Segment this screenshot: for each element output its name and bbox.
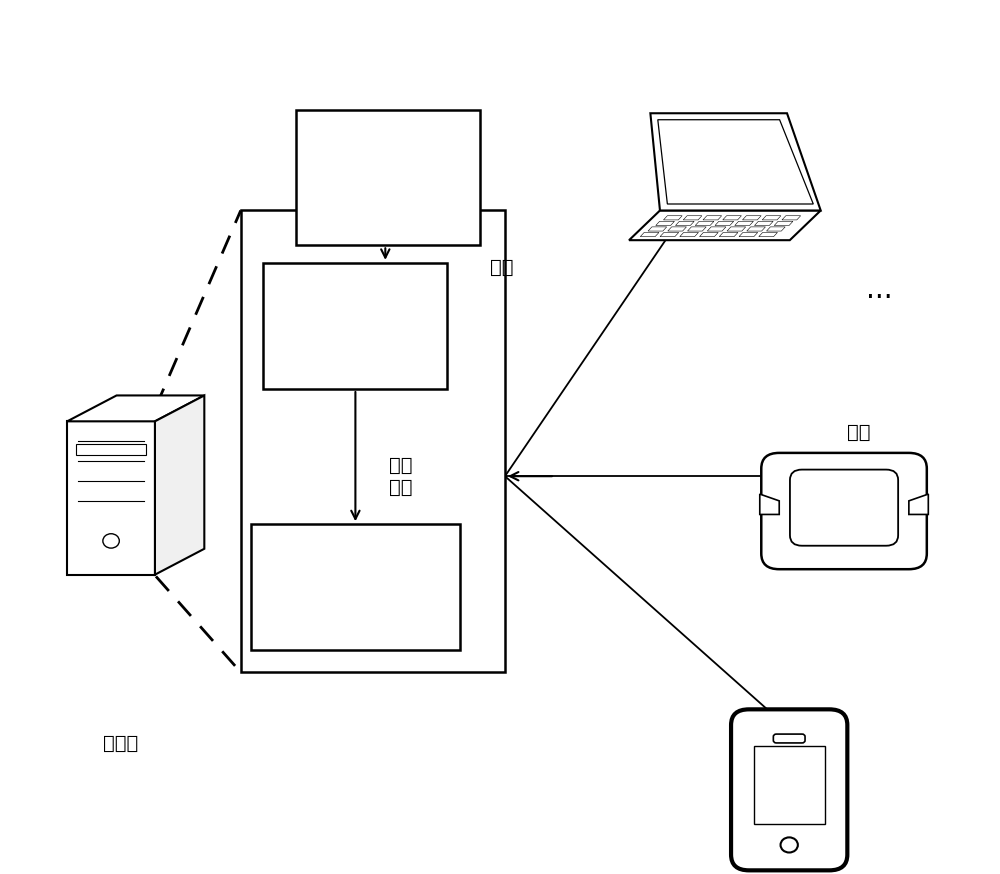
Bar (251, 524, 460, 650)
Circle shape (781, 837, 798, 852)
Polygon shape (648, 227, 667, 231)
Text: 汽车: 汽车 (847, 423, 871, 442)
Polygon shape (668, 227, 686, 231)
Polygon shape (658, 120, 813, 204)
Polygon shape (742, 216, 761, 220)
Polygon shape (909, 494, 928, 515)
Polygon shape (656, 221, 674, 225)
Polygon shape (735, 221, 753, 225)
Polygon shape (727, 227, 746, 231)
Polygon shape (703, 216, 722, 220)
Polygon shape (759, 232, 777, 237)
Polygon shape (680, 232, 698, 237)
Text: 服务器: 服务器 (103, 734, 139, 753)
Polygon shape (739, 232, 758, 237)
Text: ···: ··· (866, 283, 892, 312)
Text: 手机: 手机 (777, 708, 801, 727)
Circle shape (103, 534, 119, 548)
FancyBboxPatch shape (773, 734, 805, 743)
Polygon shape (695, 221, 714, 225)
Text: 笔记本电脑: 笔记本电脑 (700, 115, 759, 135)
Text: 目标AI模
型: 目标AI模 型 (326, 304, 384, 348)
FancyBboxPatch shape (761, 453, 927, 569)
Polygon shape (650, 114, 821, 211)
Polygon shape (640, 232, 659, 237)
Polygon shape (629, 211, 821, 240)
Polygon shape (723, 216, 741, 220)
Text: 训练: 训练 (490, 258, 514, 276)
FancyBboxPatch shape (731, 710, 847, 871)
Bar (296, 110, 480, 246)
Polygon shape (762, 216, 781, 220)
Polygon shape (754, 221, 773, 225)
Polygon shape (67, 395, 204, 421)
FancyBboxPatch shape (790, 469, 898, 545)
Polygon shape (782, 216, 801, 220)
Polygon shape (663, 216, 682, 220)
Polygon shape (707, 227, 726, 231)
Polygon shape (774, 221, 793, 225)
Bar (263, 263, 447, 389)
Bar (241, 211, 505, 672)
Polygon shape (719, 232, 738, 237)
Polygon shape (660, 232, 679, 237)
Polygon shape (700, 232, 718, 237)
Polygon shape (767, 227, 785, 231)
Bar (76, 444, 146, 455)
Text: 内存
管理: 内存 管理 (389, 455, 412, 496)
Text: 初始AI模
型: 初始AI模 型 (359, 156, 417, 199)
Polygon shape (683, 216, 702, 220)
Polygon shape (760, 494, 779, 515)
Polygon shape (675, 221, 694, 225)
Polygon shape (155, 395, 204, 574)
Polygon shape (715, 221, 734, 225)
Text: 每个算子的
内存地址: 每个算子的 内存地址 (324, 565, 387, 609)
Polygon shape (747, 227, 765, 231)
Bar (754, 746, 825, 823)
Bar (67, 421, 155, 574)
Polygon shape (688, 227, 706, 231)
